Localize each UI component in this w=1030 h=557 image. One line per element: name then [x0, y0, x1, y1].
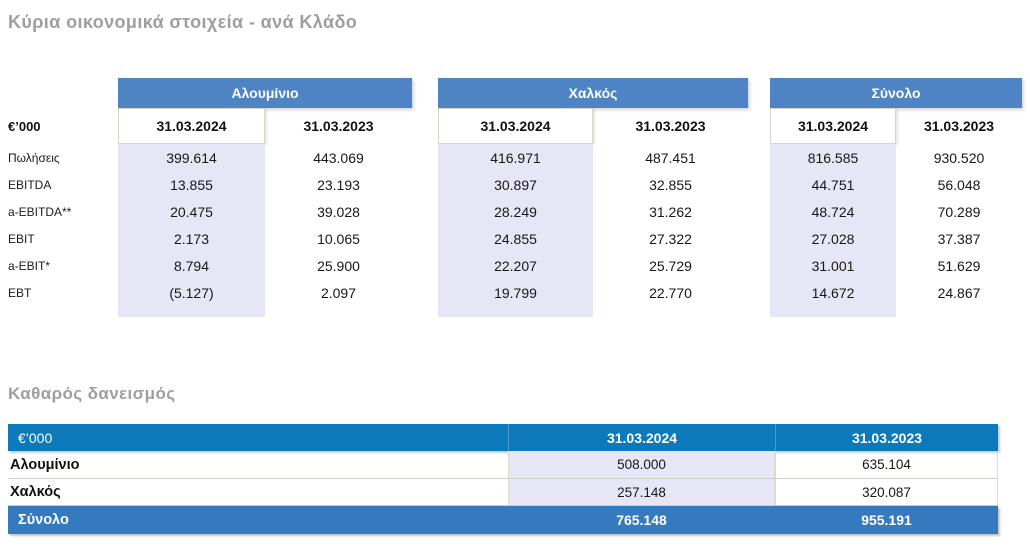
group-aluminium: Αλουμίνιο 31.03.2024 31.03.2023 399.614 … — [118, 78, 412, 317]
group-banner-aluminium: Αλουμίνιο — [118, 78, 412, 108]
value-cell: 70.289 — [937, 203, 981, 220]
unit-label: €’000 — [18, 429, 53, 446]
period-header: 31.03.2024 — [118, 108, 265, 144]
value-cell: 635.104 — [775, 451, 998, 478]
column-tail — [593, 306, 748, 317]
value-cell: 37.387 — [937, 230, 981, 247]
value-cell: 2.173 — [118, 225, 265, 252]
value-cell: 19.799 — [438, 279, 593, 306]
value-cell: 28.249 — [438, 198, 593, 225]
value-cell: 31.001 — [770, 252, 896, 279]
value-cell: 10.065 — [317, 230, 360, 247]
value-cell: 56.048 — [937, 176, 981, 193]
period-header: 31.03.2024 — [508, 424, 775, 451]
row-label-ebit: EBIT — [8, 231, 35, 246]
group-banner-total: Σύνολο — [770, 78, 1022, 108]
period-header: 31.03.2024 — [770, 108, 896, 144]
period-header: 31.03.2024 — [438, 108, 593, 144]
row-label: Σύνολο — [18, 512, 69, 528]
row-label-ebt: EBT — [8, 285, 32, 300]
unit-label: €’000 — [8, 118, 41, 134]
value-cell: 44.751 — [770, 171, 896, 198]
value-cell: 2.097 — [320, 284, 357, 301]
value-cell: 955.191 — [861, 512, 912, 528]
net-debt-row-copper: Χαλκός 257.148 320.087 — [8, 479, 998, 506]
period-header: 31.03.2023 — [303, 118, 374, 134]
row-label-ebitda: EBITDA — [8, 177, 52, 192]
group-total: Σύνολο 31.03.2024 31.03.2023 816.585 930… — [770, 78, 1022, 317]
value-cell: 443.069 — [313, 149, 364, 166]
group-banner-copper: Χαλκός — [438, 78, 748, 108]
value-cell: 23.193 — [317, 176, 360, 193]
period-header: 31.03.2023 — [635, 118, 706, 134]
net-debt-row-aluminium: Αλουμίνιο 508.000 635.104 — [8, 451, 998, 479]
value-cell: 257.148 — [508, 479, 775, 505]
row-label-a-ebit: a-EBIT* — [8, 258, 51, 273]
value-cell: 30.897 — [438, 171, 593, 198]
group-copper: Χαλκός 31.03.2024 31.03.2023 416.971 487… — [438, 78, 748, 317]
value-cell: 31.262 — [649, 203, 692, 220]
banner-spacer — [8, 78, 118, 108]
row-label-sales: Πωλήσεις — [8, 150, 60, 165]
value-cell: 22.207 — [438, 252, 593, 279]
value-cell: 25.729 — [649, 257, 692, 274]
value-cell: 24.855 — [438, 225, 593, 252]
value-cell: 399.614 — [118, 144, 265, 171]
financials-by-segment-table: €’000 Πωλήσεις EBITDA a-EBITDA** EBIT a-… — [8, 78, 1022, 317]
value-cell: 13.855 — [118, 171, 265, 198]
value-cell: 39.028 — [317, 203, 360, 220]
value-cell: 20.475 — [118, 198, 265, 225]
value-cell: 51.629 — [937, 257, 981, 274]
row-labels-column: €’000 Πωλήσεις EBITDA a-EBITDA** EBIT a-… — [8, 78, 118, 306]
row-label: Αλουμίνιο — [10, 456, 80, 473]
column-highlight-tail — [770, 306, 896, 317]
value-cell: (5.127) — [118, 279, 265, 306]
value-cell: 508.000 — [508, 451, 775, 478]
net-debt-title: Καθαρός δανεισμός — [8, 384, 176, 403]
value-cell: 27.028 — [770, 225, 896, 252]
value-cell: 25.900 — [317, 257, 360, 274]
value-cell: 27.322 — [649, 230, 692, 247]
value-cell: 32.855 — [649, 176, 692, 193]
value-cell: 416.971 — [438, 144, 593, 171]
value-cell: 48.724 — [770, 198, 896, 225]
net-debt-header-row: €’000 31.03.2024 31.03.2023 — [8, 424, 998, 451]
row-label-a-ebitda: a-EBITDA** — [8, 204, 72, 219]
column-highlight-tail — [438, 306, 593, 317]
period-header: 31.03.2023 — [775, 424, 998, 451]
value-cell: 22.770 — [649, 284, 692, 301]
period-header: 31.03.2023 — [923, 118, 995, 134]
column-highlight-tail — [118, 306, 265, 317]
column-tail — [896, 306, 1022, 317]
value-cell: 8.794 — [118, 252, 265, 279]
net-debt-total-row: Σύνολο 765.148 955.191 — [8, 506, 998, 534]
value-cell: 816.585 — [770, 144, 896, 171]
value-cell: 487.451 — [645, 149, 696, 166]
row-label: Χαλκός — [10, 484, 61, 500]
net-debt-table: €’000 31.03.2024 31.03.2023 Αλουμίνιο 50… — [8, 424, 998, 534]
page-title: Κύρια οικονομικά στοιχεία - ανά Κλάδο — [8, 12, 358, 32]
value-cell: 765.148 — [616, 512, 667, 528]
value-cell: 14.672 — [770, 279, 896, 306]
value-cell: 320.087 — [775, 479, 998, 505]
value-cell: 24.867 — [937, 284, 981, 301]
value-cell: 930.520 — [933, 149, 985, 166]
column-tail — [265, 306, 412, 317]
